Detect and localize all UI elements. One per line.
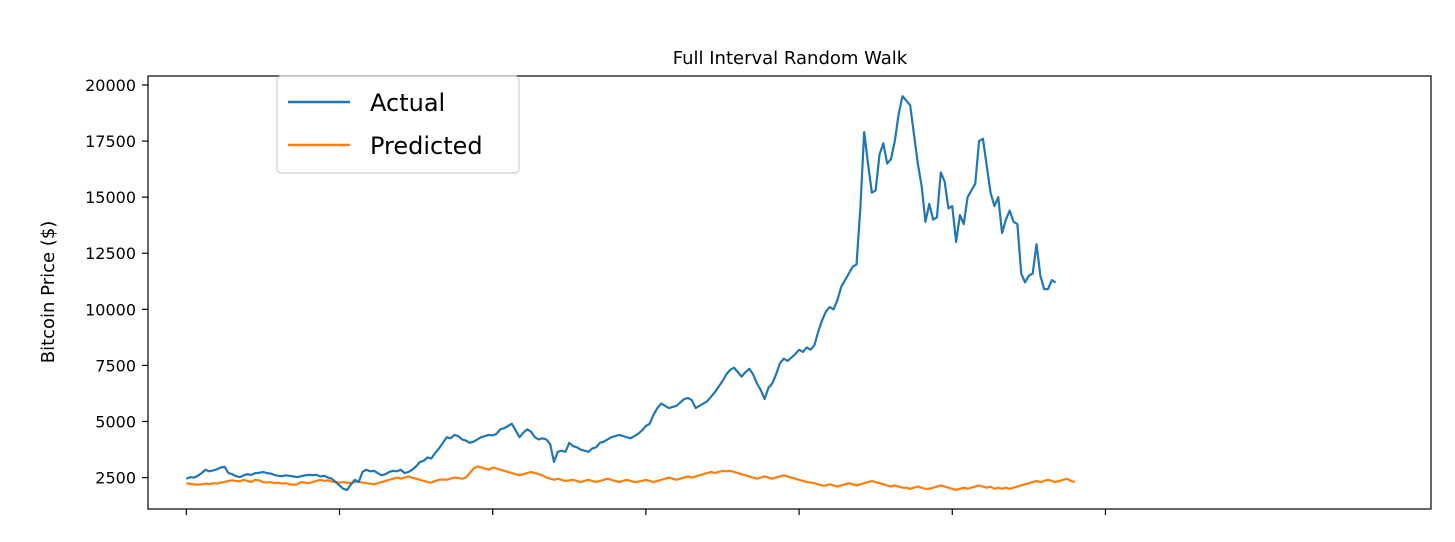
legend: Actual Predicted: [276, 75, 520, 174]
series-layer: [185, 95, 1076, 492]
y-tick-label-15000: 15000: [85, 188, 136, 207]
y-tick-label-17500: 17500: [85, 132, 136, 151]
y-tick-label-5000: 5000: [95, 413, 136, 432]
chart-title: Full Interval Random Walk: [673, 48, 908, 69]
y-tick-label-7500: 7500: [95, 356, 136, 375]
y-tick-label-12500: 12500: [85, 244, 136, 263]
y-tick-label-10000: 10000: [85, 300, 136, 319]
x-axis: [185, 509, 1107, 515]
y-axis-title: Bitcoin Price ($): [38, 221, 59, 364]
y-axis: 2500 5000 7500 10000 12500 15000 17500 20000: [85, 76, 148, 488]
series-line-actual: [185, 95, 1057, 492]
legend-box: [276, 75, 520, 174]
y-tick-label-20000: 20000: [85, 76, 136, 95]
legend-label-predicted: Predicted: [370, 132, 483, 160]
y-tick-label-2500: 2500: [95, 469, 136, 488]
legend-label-actual: Actual: [370, 89, 445, 117]
